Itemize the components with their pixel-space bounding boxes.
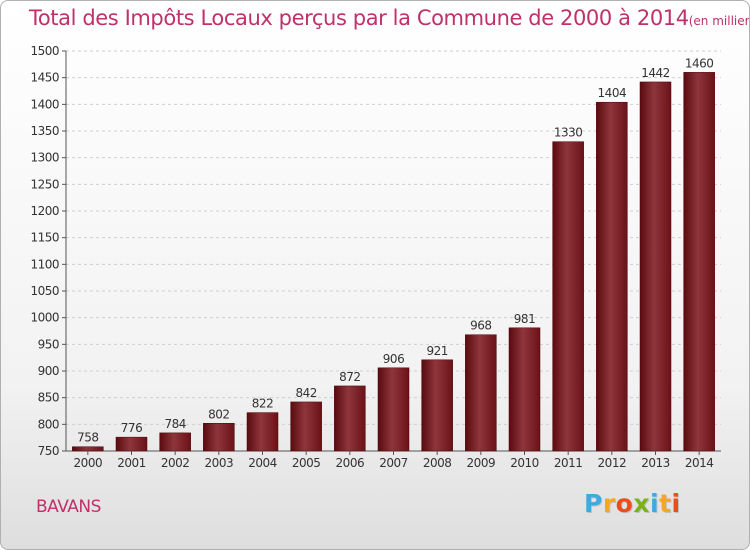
bar-value-label: 872 — [339, 370, 360, 384]
bar — [377, 367, 410, 452]
x-tick-label: 2004 — [248, 456, 277, 470]
y-tick-label: 1100 — [30, 257, 59, 271]
logo-letter: i — [671, 489, 681, 518]
bar-value-label: 802 — [208, 407, 229, 421]
x-tick-label: 2008 — [423, 456, 452, 470]
bar-value-label: 822 — [252, 397, 273, 411]
x-tick-label: 2011 — [554, 456, 583, 470]
y-tick-label: 950 — [38, 337, 59, 351]
commune-name: BAVANS — [36, 497, 101, 517]
bar — [72, 446, 104, 452]
y-tick-label: 1350 — [30, 124, 59, 138]
chart-title: Total des Impôts Locaux perçus par la Co… — [29, 6, 750, 30]
x-tick-label: 2013 — [641, 456, 670, 470]
logo-letter: i — [650, 489, 660, 518]
logo-letter: P — [584, 489, 603, 518]
bar-value-label: 784 — [164, 417, 185, 431]
y-tick-label: 1150 — [30, 231, 59, 245]
logo-letter: o — [615, 489, 634, 518]
y-tick-label: 1450 — [30, 71, 59, 85]
y-tick-label: 800 — [38, 417, 59, 431]
x-tick-label: 2007 — [379, 456, 408, 470]
bar-value-label: 906 — [383, 352, 404, 366]
y-tick-label: 1400 — [30, 97, 59, 111]
x-tick-label: 2006 — [336, 456, 365, 470]
bar-value-label: 921 — [426, 344, 447, 358]
y-tick-label: 1050 — [30, 284, 59, 298]
chart-title-text: Total des Impôts Locaux perçus par la Co… — [29, 6, 689, 30]
y-tick-label: 900 — [38, 364, 59, 378]
bar — [465, 334, 497, 452]
y-tick-label: 1000 — [30, 311, 59, 325]
bar-value-label: 1404 — [598, 86, 627, 100]
bar-value-label: 968 — [470, 319, 491, 333]
bar-value-label: 776 — [121, 421, 142, 435]
x-tick-label: 2001 — [117, 456, 146, 470]
bar-value-label: 842 — [295, 386, 316, 400]
bar — [596, 101, 628, 452]
bar — [159, 432, 191, 452]
y-tick-label: 1300 — [30, 151, 59, 165]
logo-letter: r — [602, 489, 616, 518]
bar — [203, 423, 235, 452]
bar — [508, 327, 541, 452]
x-tick-label: 2003 — [205, 456, 234, 470]
x-tick-label: 2014 — [685, 456, 714, 470]
bar — [334, 385, 366, 452]
chart-title-unit: (en milliers d'€) — [688, 14, 750, 28]
bar — [290, 401, 322, 452]
x-tick-label: 2010 — [510, 456, 539, 470]
bar — [246, 412, 279, 452]
bar — [552, 141, 584, 452]
x-tick-label: 2009 — [467, 456, 496, 470]
x-tick-label: 2005 — [292, 456, 321, 470]
y-tick-label: 750 — [38, 444, 59, 458]
bar-value-label: 981 — [514, 312, 535, 326]
logo-letter: x — [633, 489, 650, 518]
y-tick-label: 850 — [38, 391, 59, 405]
bar — [639, 81, 672, 452]
bar — [683, 72, 715, 452]
x-tick-label: 2012 — [598, 456, 627, 470]
bar-value-label: 1330 — [554, 126, 583, 140]
x-tick-label: 2000 — [74, 456, 103, 470]
bar — [421, 359, 453, 452]
x-tick-label: 2002 — [161, 456, 190, 470]
bar-value-label: 1442 — [641, 66, 670, 80]
y-tick-label: 1500 — [30, 44, 59, 58]
y-tick-label: 1250 — [30, 177, 59, 191]
bar-value-label: 1460 — [685, 56, 714, 70]
proxiti-logo: Proxiti — [584, 489, 681, 518]
bar-value-label: 758 — [77, 431, 98, 445]
y-tick-label: 1200 — [30, 204, 59, 218]
logo-letter: t — [659, 489, 672, 518]
bar — [115, 436, 148, 452]
